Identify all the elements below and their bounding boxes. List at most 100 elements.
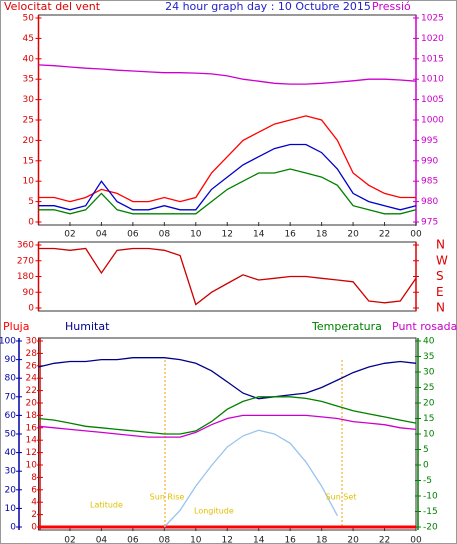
- y-tick-label: 10: [5, 504, 17, 514]
- y-tick-label: 50: [23, 14, 35, 24]
- y-tick-label: E: [436, 285, 444, 299]
- y-tick-label: 6: [31, 485, 37, 495]
- series-line: [38, 357, 417, 400]
- y-tick-label: 14: [26, 436, 38, 446]
- y-tick-label: 40: [23, 54, 35, 64]
- y-tick-label: 30: [26, 337, 38, 347]
- y-tick-label: 15: [23, 156, 34, 166]
- y-tick-label: 24: [26, 374, 38, 384]
- y-tick-label: 360: [17, 241, 34, 251]
- legend-label: Punt rosada: [392, 320, 457, 333]
- annotation: Sun Set: [326, 493, 357, 502]
- y-tick-label: 0: [31, 523, 37, 533]
- y-tick-label: 20: [23, 136, 35, 146]
- x-tick-label: 06: [127, 230, 139, 240]
- y-tick-label: 70: [5, 392, 17, 402]
- y-tick-label: 15: [423, 414, 434, 424]
- series-line: [38, 143, 417, 211]
- series-line: [38, 115, 416, 203]
- y-tick-label: 990: [421, 156, 438, 166]
- y-tick-label: 5: [28, 197, 34, 207]
- x-tick-label: 20: [347, 536, 359, 544]
- x-tick-label: 14: [253, 230, 265, 240]
- x-tick-label: 12: [222, 230, 233, 240]
- legend-label: Humitat: [65, 320, 110, 333]
- y-tick-label: 90: [5, 355, 17, 365]
- y-tick-label: 1010: [421, 75, 444, 85]
- annotation: Latitude: [90, 501, 123, 510]
- y-tick-label: 28: [26, 349, 38, 359]
- series-line: [38, 396, 417, 435]
- y-tick-label: 1020: [421, 34, 444, 44]
- x-tick-label: 22: [379, 230, 390, 240]
- legend-label: Temperatura: [311, 320, 382, 333]
- y-tick-label: 10: [26, 461, 38, 471]
- y-tick-label: 985: [421, 177, 438, 187]
- x-tick-label: 10: [190, 536, 202, 544]
- y-tick-label: 4: [31, 498, 37, 508]
- y-tick-label: 40: [5, 448, 17, 458]
- y-tick-label: 0: [28, 218, 34, 228]
- y-tick-label: 980: [421, 197, 438, 207]
- y-tick-label: W: [436, 253, 448, 267]
- y-tick-label: 30: [423, 368, 435, 378]
- y-tick-label: -10: [423, 492, 438, 502]
- x-tick-label: 04: [96, 230, 108, 240]
- y-tick-label: 35: [423, 352, 434, 362]
- y-tick-label: 45: [23, 34, 34, 44]
- x-tick-label: 12: [222, 536, 233, 544]
- y-tick-label: 100: [0, 337, 16, 347]
- x-tick-label: 00: [410, 230, 422, 240]
- x-tick-label: 20: [347, 230, 359, 240]
- x-tick-label: 02: [64, 230, 75, 240]
- y-tick-label: 40: [423, 337, 435, 347]
- y-tick-label: 35: [23, 75, 34, 85]
- y-tick-label: -15: [423, 507, 438, 517]
- annotation: Sun Rise: [150, 493, 185, 502]
- pressure-label: Pressió: [372, 0, 411, 13]
- y-tick-label: -20: [423, 523, 438, 533]
- y-tick-label: 50: [5, 430, 17, 440]
- y-tick-label: 25: [23, 116, 34, 126]
- series-line: [38, 247, 417, 306]
- y-tick-label: 0: [28, 304, 34, 314]
- y-tick-label: S: [436, 269, 444, 283]
- y-tick-label: -5: [423, 476, 432, 486]
- y-tick-label: 975: [421, 218, 438, 228]
- y-tick-label: 60: [5, 411, 17, 421]
- y-tick-label: 18: [26, 411, 38, 421]
- x-tick-label: 04: [96, 536, 108, 544]
- y-tick-label: N: [436, 238, 445, 252]
- x-tick-label: 00: [410, 536, 422, 544]
- y-tick-label: 80: [5, 374, 17, 384]
- y-tick-label: 270: [17, 256, 34, 266]
- y-tick-label: 5: [423, 445, 429, 455]
- x-tick-label: 18: [316, 230, 328, 240]
- x-tick-label: 16: [284, 536, 296, 544]
- y-tick-label: 20: [26, 399, 38, 409]
- y-tick-label: N: [436, 301, 445, 315]
- y-tick-label: 8: [31, 473, 37, 483]
- y-tick-label: 1005: [421, 95, 444, 105]
- x-tick-label: 14: [253, 536, 265, 544]
- x-tick-label: 08: [159, 230, 171, 240]
- annotation: Longitude: [194, 507, 234, 516]
- y-tick-label: 30: [5, 467, 17, 477]
- y-tick-label: 180: [17, 272, 34, 282]
- chart-title: 24 hour graph day : 10 Octubre 2015: [165, 0, 371, 13]
- x-tick-label: 10: [190, 230, 202, 240]
- y-tick-label: 26: [26, 361, 38, 371]
- x-tick-label: 06: [127, 536, 139, 544]
- y-tick-label: 20: [423, 399, 435, 409]
- y-tick-label: 2: [31, 510, 37, 520]
- series-line: [38, 168, 417, 215]
- y-tick-label: 12: [26, 448, 37, 458]
- wind-label: Velocitat del vent: [4, 0, 101, 13]
- y-tick-label: 90: [23, 288, 35, 298]
- y-tick-label: 30: [23, 95, 35, 105]
- y-tick-label: 995: [421, 136, 438, 146]
- y-tick-label: 22: [26, 386, 37, 396]
- y-tick-label: 16: [26, 423, 38, 433]
- y-tick-label: 10: [23, 177, 35, 187]
